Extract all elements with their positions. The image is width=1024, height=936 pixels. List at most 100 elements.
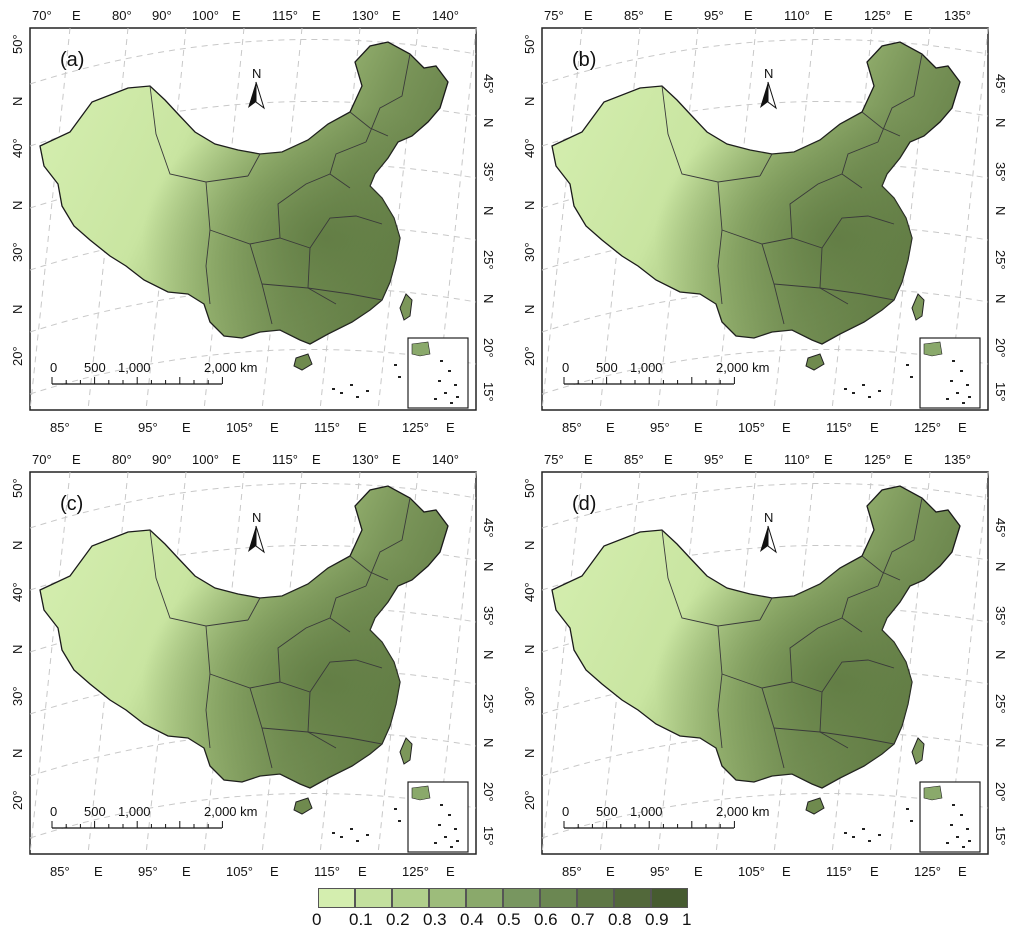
- left-tick-label: 30°: [522, 686, 537, 706]
- bottom-tick-label: E: [870, 864, 879, 879]
- bottom-tick-label: E: [446, 420, 455, 435]
- right-tick-label: N: [993, 294, 1008, 303]
- bottom-tick-label: 115°: [826, 864, 852, 879]
- legend-swatch: [392, 888, 429, 908]
- scale-label: 500: [596, 804, 618, 819]
- bottom-tick-label: E: [606, 864, 615, 879]
- left-tick-label: 50°: [10, 478, 25, 498]
- scale-label: 2,000 km: [204, 804, 257, 819]
- small-islands: [332, 364, 401, 398]
- bottom-tick-label: E: [358, 864, 367, 879]
- top-tick-label: E: [664, 452, 673, 467]
- scale-label: 1,000: [118, 360, 151, 375]
- left-tick-label: 40°: [10, 138, 25, 158]
- bottom-tick-label: 115°: [826, 420, 852, 435]
- top-tick-label: 75°: [544, 8, 564, 23]
- north-arrow-icon: N: [760, 510, 777, 554]
- bottom-tick-label: 85°: [562, 420, 582, 435]
- province-boundaries: [149, 497, 411, 769]
- legend-label: 0.5: [497, 910, 521, 929]
- right-tick-label: 45°: [993, 74, 1008, 94]
- bottom-tick-label: E: [270, 864, 279, 879]
- china-shade: [552, 42, 960, 344]
- left-tick-label: N: [522, 97, 537, 106]
- bottom-tick-label: 125°: [402, 420, 429, 435]
- top-tick-label: 90°: [152, 452, 172, 467]
- left-tick-label: 50°: [10, 34, 25, 54]
- right-tick-label: 35°: [481, 606, 496, 626]
- legend-label: 1: [682, 910, 692, 929]
- top-tick-label: E: [744, 452, 753, 467]
- china-shade: [40, 42, 448, 344]
- legend-swatch: [466, 888, 503, 908]
- right-tick-label: N: [993, 206, 1008, 215]
- bottom-tick-label: E: [94, 864, 103, 879]
- left-tick-label: 20°: [10, 790, 25, 810]
- bottom-tick-label: 115°: [314, 420, 340, 435]
- legend-label: 0.2: [386, 910, 410, 929]
- top-tick-label: 140°: [432, 452, 459, 467]
- left-tick-label: 30°: [10, 686, 25, 706]
- legend-swatch: [429, 888, 466, 908]
- scale-label: 0: [562, 804, 569, 819]
- bottom-tick-label: E: [94, 420, 103, 435]
- left-tick-label: 30°: [10, 242, 25, 262]
- right-tick-label: N: [481, 206, 496, 215]
- small-islands: [332, 808, 401, 842]
- bottom-tick-label: E: [694, 864, 703, 879]
- north-arrow-icon: N: [248, 510, 265, 554]
- right-tick-label: N: [481, 650, 496, 659]
- bottom-tick-label: E: [606, 420, 615, 435]
- top-tick-label: 85°: [624, 452, 644, 467]
- left-tick-label: N: [10, 749, 25, 758]
- top-tick-label: 130°: [352, 452, 379, 467]
- province-boundaries: [661, 497, 923, 769]
- top-tick-label: E: [824, 452, 833, 467]
- bottom-tick-label: 125°: [914, 420, 941, 435]
- top-tick-label: E: [312, 8, 321, 23]
- legend-label: 0: [312, 910, 322, 929]
- right-tick-label: 45°: [481, 74, 496, 94]
- right-tick-label: N: [993, 562, 1008, 571]
- left-tick-label: N: [10, 645, 25, 654]
- legend-swatch: [540, 888, 577, 908]
- inset-land: [411, 341, 431, 357]
- bottom-tick-label: 95°: [650, 420, 670, 435]
- scale-label: 1,000: [118, 804, 151, 819]
- north-arrow-icon: N: [248, 66, 265, 110]
- legend-swatch: [503, 888, 540, 908]
- legend-swatch: [577, 888, 614, 908]
- top-tick-label: 100°: [192, 8, 219, 23]
- right-tick-label: N: [993, 650, 1008, 659]
- right-tick-label: N: [481, 294, 496, 303]
- hainan-island: [293, 353, 313, 371]
- bottom-tick-label: 105°: [226, 420, 253, 435]
- top-tick-label: 115°: [272, 8, 298, 23]
- province-boundaries: [149, 53, 411, 325]
- scale-bar: 0 500 1,000 2,000 km: [50, 360, 257, 385]
- bottom-tick-label: 95°: [138, 420, 158, 435]
- left-tick-label: N: [10, 541, 25, 550]
- top-tick-label: 135°: [944, 8, 971, 23]
- bottom-tick-label: E: [870, 420, 879, 435]
- inset-land: [923, 341, 943, 357]
- top-tick-label: E: [392, 8, 401, 23]
- right-tick-label: 20°: [993, 782, 1008, 802]
- panel-label: (a): [60, 49, 84, 71]
- bottom-tick-label: E: [358, 420, 367, 435]
- left-tick-label: 20°: [522, 346, 537, 366]
- right-tick-label: 20°: [481, 782, 496, 802]
- legend-label: 0.3: [423, 910, 447, 929]
- top-tick-label: 100°: [192, 452, 219, 467]
- bottom-tick-label: 85°: [50, 420, 70, 435]
- taiwan-island: [911, 293, 925, 321]
- bottom-tick-label: 105°: [738, 420, 765, 435]
- top-tick-label: 80°: [112, 452, 132, 467]
- north-label: N: [252, 66, 261, 81]
- inset-islands: [946, 804, 971, 848]
- right-tick-label: 45°: [993, 518, 1008, 538]
- map-svg: N (d) 0 500 1,000 2,000 km 75° E 85° E 95° E 110° E 12…: [522, 452, 1008, 879]
- right-tick-label: 35°: [993, 162, 1008, 182]
- top-tick-label: 135°: [944, 452, 971, 467]
- left-tick-label: 20°: [522, 790, 537, 810]
